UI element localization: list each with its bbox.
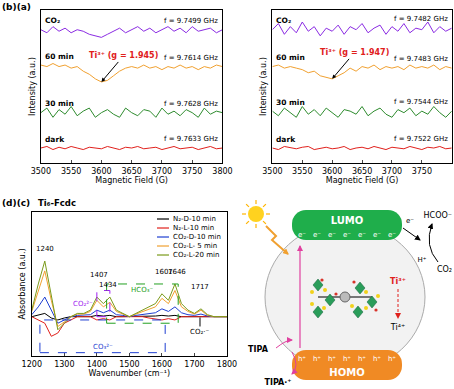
- svg-text:1200: 1200: [22, 360, 42, 369]
- svg-text:CO₂: CO₂: [437, 265, 452, 274]
- svg-text:3800: 3800: [212, 167, 232, 176]
- svg-text:Ti³⁺ (g = 1.947): Ti³⁺ (g = 1.947): [320, 48, 389, 57]
- svg-text:HCOO⁻: HCOO⁻: [424, 211, 452, 220]
- svg-text:3650: 3650: [121, 167, 141, 176]
- svg-text:Ti₆-Fcdc: Ti₆-Fcdc: [38, 198, 76, 208]
- svg-text:1300: 1300: [54, 360, 74, 369]
- svg-text:CO₂: CO₂: [45, 16, 60, 25]
- svg-text:1600: 1600: [152, 360, 172, 369]
- svg-text:e⁻: e⁻: [373, 231, 381, 239]
- svg-text:h⁺: h⁺: [298, 355, 306, 363]
- svg-text:1407: 1407: [90, 271, 108, 279]
- svg-text:e⁻: e⁻: [358, 231, 366, 239]
- svg-text:h⁺: h⁺: [373, 355, 381, 363]
- svg-text:HOMO: HOMO: [329, 367, 364, 378]
- svg-text:TIPA: TIPA: [248, 345, 269, 354]
- svg-text:1717: 1717: [191, 283, 209, 291]
- svg-text:CO₂-L-20 min: CO₂-L-20 min: [173, 251, 219, 259]
- svg-text:e⁻: e⁻: [313, 231, 321, 239]
- svg-text:60 min: 60 min: [276, 53, 305, 62]
- svg-text:1500: 1500: [119, 360, 139, 369]
- svg-text:3550: 3550: [61, 167, 81, 176]
- svg-text:H⁺: H⁺: [418, 256, 427, 264]
- svg-text:e⁻: e⁻: [388, 231, 396, 239]
- svg-text:h⁺: h⁺: [358, 355, 366, 363]
- svg-text:3750: 3750: [182, 167, 202, 176]
- svg-text:3550: 3550: [292, 167, 312, 176]
- svg-text:30 min: 30 min: [45, 99, 74, 108]
- svg-text:N₂-L-10 min: N₂-L-10 min: [173, 224, 214, 232]
- svg-text:e⁻: e⁻: [343, 231, 351, 239]
- svg-text:f = 9.7482 GHz: f = 9.7482 GHz: [394, 15, 448, 23]
- svg-text:3500: 3500: [31, 167, 51, 176]
- svg-text:3700: 3700: [382, 167, 402, 176]
- svg-text:1434: 1434: [99, 281, 117, 289]
- svg-text:LUMO: LUMO: [331, 215, 364, 226]
- svg-text:1240: 1240: [36, 245, 54, 253]
- svg-text:e⁻: e⁻: [298, 231, 306, 239]
- svg-text:f = 9.7633 GHz: f = 9.7633 GHz: [164, 135, 218, 143]
- svg-text:CO₂·⁻: CO₂·⁻: [190, 328, 209, 336]
- svg-text:Ti⁴⁺: Ti⁴⁺: [390, 323, 405, 332]
- svg-text:(d)(c): (d)(c): [2, 198, 30, 208]
- svg-text:3600: 3600: [322, 167, 342, 176]
- svg-text:CO₂²⁻: CO₂²⁻: [73, 300, 93, 308]
- svg-text:3600: 3600: [91, 167, 111, 176]
- svg-text:e⁻: e⁻: [406, 217, 414, 225]
- svg-text:dark: dark: [45, 135, 65, 144]
- svg-text:h⁺: h⁺: [388, 355, 396, 363]
- svg-text:f = 9.7499 GHz: f = 9.7499 GHz: [164, 17, 218, 25]
- svg-text:Wavenumber (cm⁻¹): Wavenumber (cm⁻¹): [89, 369, 171, 378]
- svg-text:CO₂-L- 5 min: CO₂-L- 5 min: [173, 242, 217, 250]
- svg-text:dark: dark: [276, 135, 296, 144]
- svg-text:CO₂-D-10 min: CO₂-D-10 min: [173, 233, 221, 241]
- svg-text:Ti³⁺ (g = 1.945): Ti³⁺ (g = 1.945): [89, 51, 158, 60]
- svg-text:Magnetic Field (G): Magnetic Field (G): [326, 176, 399, 185]
- svg-text:(b)(a): (b)(a): [2, 2, 31, 12]
- svg-text:Intensity (a.u.): Intensity (a.u.): [259, 57, 268, 116]
- svg-text:1646: 1646: [168, 268, 186, 276]
- svg-text:30 min: 30 min: [276, 98, 305, 107]
- svg-text:1607: 1607: [155, 268, 173, 276]
- svg-text:3700: 3700: [152, 167, 172, 176]
- svg-text:f = 9.7483 GHz: f = 9.7483 GHz: [394, 55, 448, 63]
- svg-text:3750: 3750: [412, 167, 432, 176]
- svg-text:h⁺: h⁺: [343, 355, 351, 363]
- svg-text:1400: 1400: [87, 360, 107, 369]
- svg-text:f = 9.7544 GHz: f = 9.7544 GHz: [394, 98, 448, 106]
- svg-text:HCO₃⁻: HCO₃⁻: [131, 286, 153, 294]
- svg-text:Intensity (a.u.): Intensity (a.u.): [28, 57, 37, 116]
- svg-text:f = 9.7614 GHz: f = 9.7614 GHz: [164, 54, 218, 62]
- svg-text:Magnetic Field (G): Magnetic Field (G): [95, 176, 168, 185]
- svg-text:Ti³⁺: Ti³⁺: [390, 277, 406, 286]
- svg-text:f = 9.7522 GHz: f = 9.7522 GHz: [394, 135, 448, 143]
- svg-text:TIPA·⁺: TIPA·⁺: [264, 378, 291, 387]
- svg-text:1700: 1700: [184, 360, 204, 369]
- svg-text:60 min: 60 min: [45, 52, 74, 61]
- svg-text:h⁺: h⁺: [328, 355, 336, 363]
- svg-text:3500: 3500: [262, 167, 282, 176]
- svg-text:3650: 3650: [352, 167, 372, 176]
- svg-text:CO₃²⁻: CO₃²⁻: [93, 343, 113, 351]
- svg-text:e⁻: e⁻: [328, 231, 336, 239]
- svg-text:f = 9.7628 GHz: f = 9.7628 GHz: [164, 100, 218, 108]
- svg-text:CO₂: CO₂: [276, 16, 291, 25]
- svg-text:N₂-D-10 min: N₂-D-10 min: [173, 215, 216, 223]
- svg-text:h⁺: h⁺: [313, 355, 321, 363]
- svg-text:1800: 1800: [217, 360, 237, 369]
- svg-text:Absorbance (a.u.): Absorbance (a.u.): [18, 248, 27, 319]
